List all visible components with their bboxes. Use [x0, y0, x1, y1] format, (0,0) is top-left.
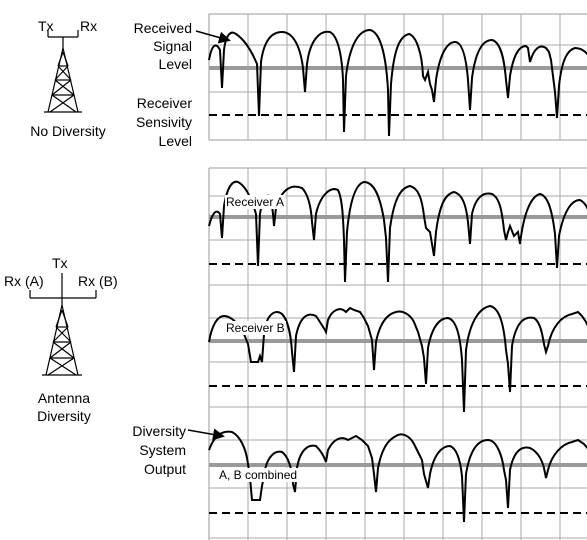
sensitivity-label-line2: Sensivity [135, 114, 192, 130]
no-diversity-caption: No Diversity [30, 123, 106, 139]
diversity-output-label-line3: Output [143, 461, 186, 477]
receiver-a-label: Receiver A [225, 195, 286, 209]
grid-lines-top [209, 14, 587, 140]
tower-icon-diversity [29, 273, 97, 376]
diversity-output-label-line1: Diversity [132, 423, 186, 439]
rx-a-label: Rx (A) [4, 273, 44, 289]
tower-icon-top [44, 30, 82, 113]
panel-receiver-a [208, 167, 587, 540]
diversity-output-label-line2: System [139, 442, 186, 458]
tx-label-diversity: Tx [52, 255, 68, 271]
received-signal-label-line1: Received [133, 20, 192, 36]
received-signal-label-line2: Signal [153, 38, 192, 54]
received-signal-label-line3: Level [158, 56, 192, 72]
diversity-output-arrow [187, 428, 225, 441]
panel-receiver-b [208, 304, 587, 413]
panel-no-diversity [208, 13, 587, 141]
received-signal-arrow [195, 30, 231, 44]
panel-combined [208, 430, 587, 523]
sensitivity-label-line3: Level [158, 133, 192, 149]
grid-lines-diversity [209, 168, 587, 540]
fading-signal-top [208, 28, 587, 137]
antenna-diversity-caption-line1: Antenna [37, 390, 91, 406]
antenna-diversity-caption-line2: Diversity [37, 408, 91, 424]
sensitivity-label-line1: Receiver [136, 95, 192, 111]
combined-label: A, B combined [218, 468, 299, 482]
grid-frame-top [208, 13, 587, 141]
tx-label-top: Tx [38, 18, 54, 34]
receiver-b-label: Receiver B [225, 321, 286, 335]
fading-signal-combined [208, 430, 587, 523]
rx-b-label: Rx (B) [78, 273, 118, 289]
fading-signal-b [208, 304, 587, 413]
rx-label-top: Rx [80, 18, 98, 34]
